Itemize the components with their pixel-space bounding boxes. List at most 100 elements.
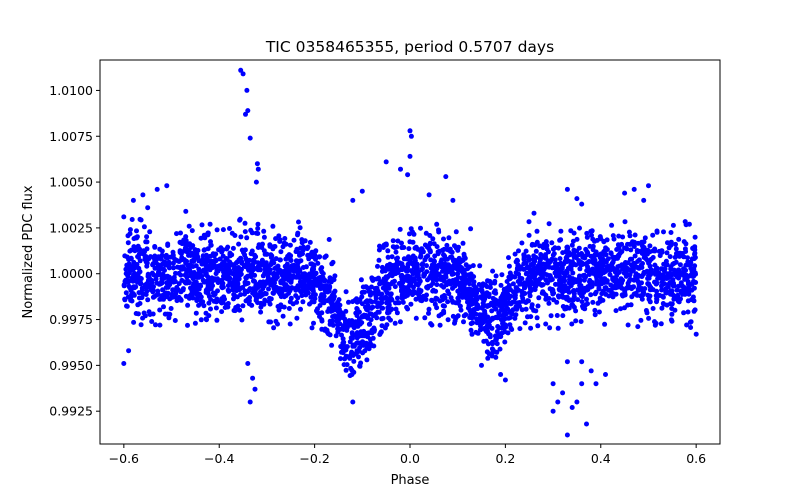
data-point xyxy=(350,322,356,328)
data-point xyxy=(282,236,288,241)
data-point xyxy=(528,325,534,331)
data-point xyxy=(375,300,381,306)
data-point xyxy=(554,265,560,271)
data-point xyxy=(295,230,301,236)
data-point xyxy=(385,254,391,260)
data-point xyxy=(445,299,451,305)
data-point xyxy=(579,381,585,387)
data-point xyxy=(589,232,594,238)
data-point xyxy=(519,276,525,282)
data-point xyxy=(557,256,563,262)
data-point xyxy=(478,326,484,332)
data-point xyxy=(357,363,363,369)
data-point xyxy=(359,294,365,300)
data-point xyxy=(145,297,151,303)
data-point xyxy=(522,320,528,326)
data-point xyxy=(574,287,580,293)
data-point xyxy=(549,277,555,282)
data-point xyxy=(126,261,132,267)
data-point xyxy=(323,327,329,333)
data-point xyxy=(166,315,172,321)
data-point xyxy=(163,252,169,258)
data-point xyxy=(571,294,577,300)
data-point xyxy=(647,287,653,293)
data-point xyxy=(523,248,529,254)
data-point xyxy=(608,251,614,257)
data-point xyxy=(124,303,129,309)
data-point xyxy=(503,307,509,313)
data-point xyxy=(636,248,642,254)
data-point xyxy=(513,270,519,276)
data-point xyxy=(553,281,558,287)
data-point xyxy=(449,271,455,277)
data-point xyxy=(244,235,250,241)
data-point xyxy=(634,292,640,298)
data-point xyxy=(558,287,564,293)
data-point xyxy=(206,283,212,289)
data-point xyxy=(379,305,385,311)
data-point xyxy=(332,273,338,279)
data-point xyxy=(263,291,269,297)
data-point xyxy=(572,277,578,283)
data-point xyxy=(295,295,301,301)
data-point xyxy=(239,266,244,272)
y-axis-label: Normalized PDC flux xyxy=(21,185,36,318)
data-point xyxy=(524,281,530,287)
data-point xyxy=(648,256,654,262)
data-point xyxy=(502,298,508,304)
data-point xyxy=(622,269,628,275)
chart-title: TIC 0358465355, period 0.5707 days xyxy=(265,38,554,56)
data-point xyxy=(322,254,328,260)
data-point xyxy=(475,330,481,336)
data-point xyxy=(307,271,313,277)
data-point xyxy=(565,285,571,291)
data-point xyxy=(191,291,197,296)
data-point xyxy=(625,241,630,247)
data-point xyxy=(261,234,267,240)
data-point xyxy=(628,247,634,253)
data-point xyxy=(670,222,676,228)
data-point xyxy=(425,283,431,289)
data-point xyxy=(603,372,608,377)
data-point xyxy=(149,319,155,324)
data-point xyxy=(509,327,515,332)
data-point xyxy=(414,269,420,275)
data-point xyxy=(335,321,341,327)
data-point xyxy=(681,310,687,316)
data-point xyxy=(332,288,338,294)
data-point xyxy=(220,247,226,253)
data-point xyxy=(467,286,473,292)
data-point xyxy=(458,307,464,313)
data-point xyxy=(692,250,698,256)
data-point xyxy=(367,289,373,295)
data-point xyxy=(550,246,556,252)
data-point xyxy=(386,266,392,272)
data-point xyxy=(277,291,283,297)
data-point xyxy=(380,285,386,291)
data-point xyxy=(577,282,583,288)
data-point xyxy=(434,296,440,302)
data-point xyxy=(336,297,342,303)
data-point xyxy=(365,334,371,340)
data-point xyxy=(376,247,382,253)
data-point xyxy=(162,267,167,273)
data-point xyxy=(497,346,503,352)
data-point xyxy=(195,293,200,299)
data-point xyxy=(236,276,242,282)
data-point xyxy=(125,271,131,277)
data-point xyxy=(437,322,443,328)
data-point xyxy=(632,253,638,259)
data-point xyxy=(174,231,179,237)
data-point xyxy=(592,238,597,244)
data-point xyxy=(355,299,361,305)
data-point xyxy=(270,290,276,296)
data-point xyxy=(683,262,689,268)
data-point xyxy=(166,259,172,265)
data-point xyxy=(373,295,379,301)
data-point xyxy=(577,273,582,279)
data-point xyxy=(687,319,693,325)
data-point xyxy=(277,237,283,243)
data-point xyxy=(377,281,383,287)
data-point xyxy=(417,289,423,295)
data-point xyxy=(506,274,512,280)
